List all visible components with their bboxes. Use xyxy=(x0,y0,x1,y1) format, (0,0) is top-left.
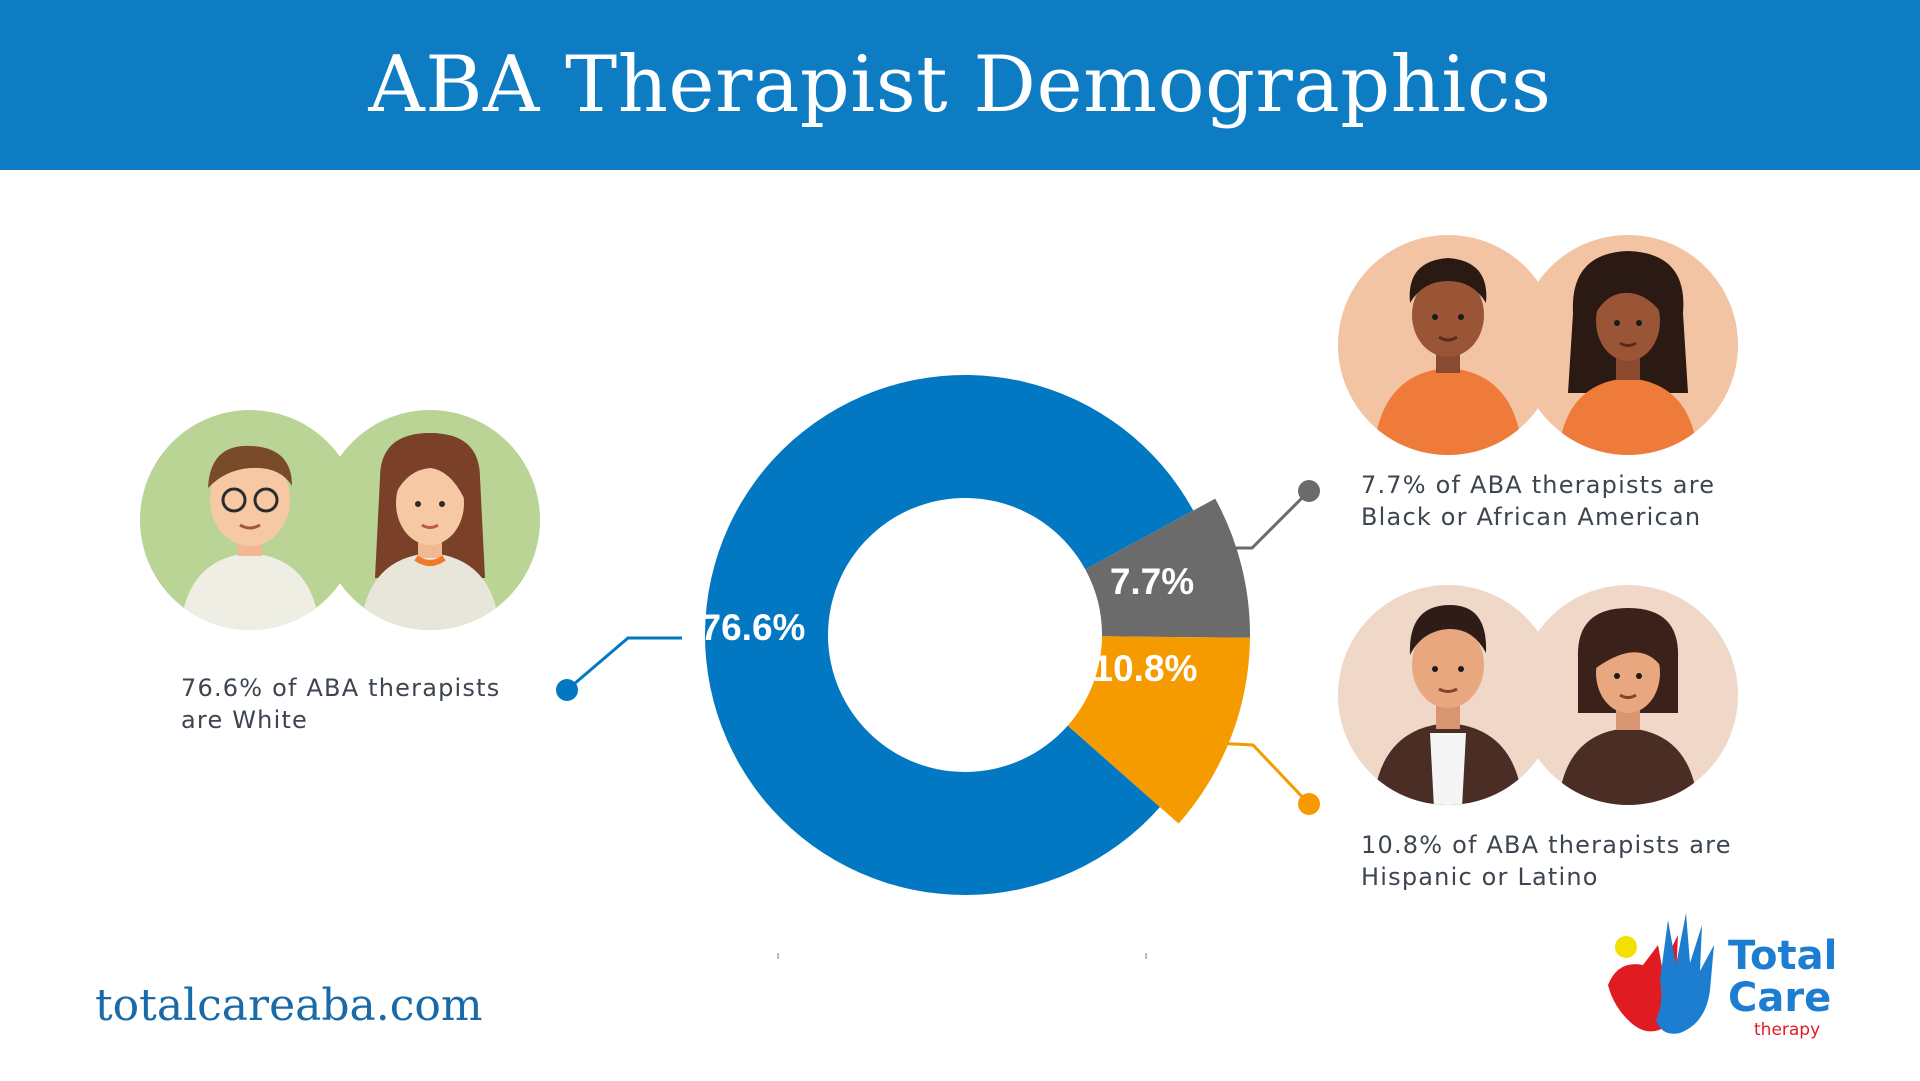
slice-hispanic xyxy=(1067,636,1250,824)
leader-hispanic xyxy=(1191,740,1311,806)
logo-line1: Total xyxy=(1728,933,1838,979)
header-banner: ABA Therapist Demographics xyxy=(0,0,1920,170)
hispanic-therapists-avatars-icon xyxy=(1338,585,1738,805)
hands-logo-icon xyxy=(1608,913,1714,1034)
leader-black-dot xyxy=(1298,480,1320,502)
hispanic-caption-line1: 10.8% of ABA therapists are xyxy=(1361,831,1732,859)
slice-black xyxy=(1085,498,1250,638)
slice-label-black: 7.7% xyxy=(1110,561,1194,602)
page-title: ABA Therapist Demographics xyxy=(368,40,1552,130)
website-url[interactable]: totalcareaba.com xyxy=(95,980,483,1031)
logo-line2: Care xyxy=(1728,975,1832,1021)
slice-label-hispanic: 10.8% xyxy=(1093,648,1198,689)
white-caption: 76.6% of ABA therapists are White xyxy=(181,672,500,736)
black-caption-line1: 7.7% of ABA therapists are xyxy=(1361,471,1716,499)
leader-hispanic-dot xyxy=(1298,793,1320,815)
logo-wordmark: Total Care xyxy=(1728,935,1837,1019)
white-caption-line1: 76.6% of ABA therapists xyxy=(181,674,501,702)
leader-white-dot xyxy=(556,679,578,701)
logo-tagline: therapy xyxy=(1754,1020,1821,1040)
white-therapists-avatars-icon xyxy=(140,410,540,630)
slice-label-white: 76.6% xyxy=(701,607,806,648)
leader-white xyxy=(566,636,682,692)
leader-black xyxy=(1218,489,1311,550)
slice-white xyxy=(705,375,1194,896)
white-caption-line2: are White xyxy=(181,706,309,734)
black-caption-line2: Black or African American xyxy=(1361,503,1702,531)
black-therapists-avatars-icon xyxy=(1338,235,1738,455)
total-care-logo: Total Care therapy xyxy=(1598,905,1858,1045)
black-caption: 7.7% of ABA therapists are Black or Afri… xyxy=(1361,469,1715,533)
hispanic-caption: 10.8% of ABA therapists are Hispanic or … xyxy=(1361,829,1732,893)
hispanic-caption-line2: Hispanic or Latino xyxy=(1361,863,1599,891)
